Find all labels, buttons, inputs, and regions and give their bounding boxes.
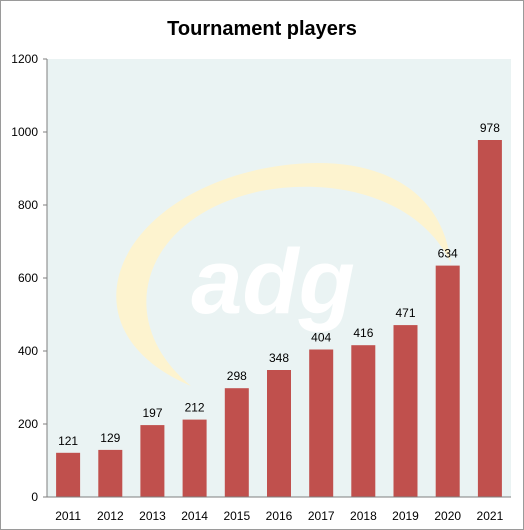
bar-2019 — [393, 325, 418, 497]
x-tick-label-2017: 2017 — [308, 509, 335, 523]
bar-2017 — [309, 349, 334, 497]
x-axis: 2011 2012 2013 2014 2015 2016 2017 2018 2019 2020… — [47, 496, 511, 523]
x-tick-label-2016: 2016 — [266, 509, 293, 523]
y-tick-label-1000: 1000 — [11, 125, 38, 139]
x-tick-label-2021: 2021 — [477, 509, 504, 523]
data-label-2017: 404 — [311, 331, 331, 345]
y-tick-label-0: 0 — [31, 490, 38, 504]
bars-group: 121 129 197 212 298 348 404 416 471 634 978 — [56, 121, 502, 497]
x-tick-label-2020: 2020 — [434, 509, 461, 523]
x-tick-label-2019: 2019 — [392, 509, 419, 523]
data-label-2020: 634 — [438, 247, 458, 261]
watermark-logo: adg — [116, 163, 452, 386]
y-tick-label-800: 800 — [18, 198, 38, 212]
bar-2012 — [98, 449, 123, 497]
bar-2020 — [435, 265, 460, 497]
x-tick-label-2012: 2012 — [97, 509, 124, 523]
data-label-2018: 416 — [353, 326, 373, 340]
y-tick-label-1200: 1200 — [11, 52, 38, 66]
bar-2015 — [224, 388, 249, 497]
x-tick-label-2018: 2018 — [350, 509, 377, 523]
chart-title: Tournament players — [167, 18, 357, 40]
x-tick-label-2013: 2013 — [139, 509, 166, 523]
data-label-2021: 978 — [480, 121, 500, 135]
bar-2013 — [140, 425, 165, 497]
bar-2011 — [56, 452, 81, 497]
y-tick-label-600: 600 — [18, 271, 38, 285]
data-label-2013: 197 — [142, 406, 162, 420]
y-tick-label-200: 200 — [18, 417, 38, 431]
bar-2021 — [477, 140, 502, 497]
data-label-2015: 298 — [227, 369, 247, 383]
bar-2014 — [182, 419, 207, 497]
x-tick-label-2011: 2011 — [55, 509, 81, 523]
data-label-2014: 212 — [185, 401, 205, 415]
y-axis: 0 200 400 600 800 1000 1200 — [11, 52, 48, 504]
x-tick-label-2015: 2015 — [223, 509, 250, 523]
x-tick-label-2014: 2014 — [181, 509, 208, 523]
data-label-2019: 471 — [395, 306, 415, 320]
bar-2016 — [267, 370, 291, 497]
data-label-2011: 121 — [58, 434, 78, 448]
bar-2018 — [351, 345, 376, 497]
data-label-2012: 129 — [100, 431, 120, 445]
watermark-text: adg — [191, 231, 355, 333]
y-tick-label-400: 400 — [18, 344, 38, 358]
data-label-2016: 348 — [269, 351, 289, 365]
